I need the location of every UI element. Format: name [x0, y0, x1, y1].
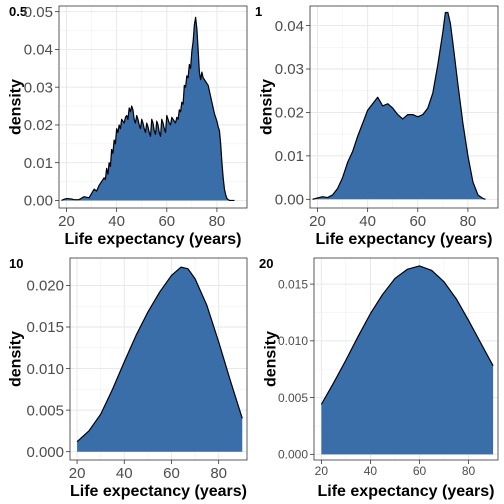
x-tick-label: 80	[210, 465, 227, 482]
density-line	[312, 11, 486, 200]
panel-3-yticks: 0.000 0.005 0.010 0.015	[278, 277, 314, 462]
panel-2-yticks: 0.000 0.005 0.010 0.015 0.020	[26, 278, 70, 461]
x-tick-label: 40	[359, 213, 376, 230]
y-tick-label: 0.01	[275, 148, 304, 165]
y-tick-label: 0.05	[24, 4, 53, 21]
y-tick-label: 0.015	[26, 319, 64, 336]
panel-2-ylabel: density	[8, 331, 25, 387]
density-area	[77, 267, 243, 452]
x-tick-label: 80	[209, 213, 226, 230]
panel-3-marks	[320, 265, 494, 455]
y-tick-label: 0.005	[26, 402, 64, 419]
panel-0-ylabel: density	[8, 79, 25, 135]
panel-0-marks	[61, 16, 235, 202]
panel-2-tag: 10	[9, 256, 23, 271]
y-tick-label: 0.000	[26, 444, 64, 461]
y-tick-label: 0.03	[275, 61, 304, 78]
panel-2-xlabel: Life expectancy (years)	[70, 483, 247, 500]
panel-1-yticks: 0.00 0.01 0.02 0.03 0.04	[275, 18, 310, 209]
panel-1-border	[309, 5, 499, 209]
y-tick-label: 0.04	[24, 42, 53, 59]
panel-0-border	[58, 5, 248, 209]
panel-1-xticks: 20 40 60 80	[309, 208, 476, 230]
panel-1: 1 0.00 0.01 0.02 0.03 0.04 20 40 60 80 Life exp…	[255, 4, 499, 248]
x-tick-label: 40	[116, 465, 133, 482]
y-tick-label: 0.00	[275, 192, 304, 209]
y-tick-label: 0.04	[275, 18, 304, 35]
y-tick-label: 0.00	[24, 193, 53, 210]
panel-0-xticks: 20 40 60 80	[58, 208, 225, 230]
x-tick-label: 60	[413, 464, 427, 478]
panel-2: 10 0.000 0.005 0.010 0.015 0.020 20 40 60 80 Li…	[8, 256, 248, 500]
x-tick-label: 20	[58, 213, 75, 230]
panel-3: 20 0.000 0.005 0.010 0.015 20 40 60 80 Life ex…	[259, 256, 499, 500]
x-tick-label: 20	[69, 465, 86, 482]
panel-1-xlabel: Life expectancy (years)	[316, 231, 493, 248]
x-tick-label: 80	[460, 213, 477, 230]
y-tick-label: 0.020	[26, 278, 64, 295]
density-line	[61, 16, 235, 202]
y-tick-label: 0.03	[24, 79, 53, 96]
density-line	[320, 265, 494, 405]
y-tick-label: 0.010	[26, 361, 64, 378]
x-tick-label: 40	[364, 464, 378, 478]
panel-2-xticks: 20 40 60 80	[69, 460, 227, 482]
x-tick-label: 60	[409, 213, 426, 230]
x-tick-label: 20	[315, 464, 329, 478]
y-tick-label: 0.02	[275, 105, 304, 122]
density-line	[76, 266, 243, 443]
panel-3-tag: 20	[259, 256, 273, 271]
panel-1-tag: 1	[255, 4, 262, 19]
panel-1-ylabel: density	[259, 79, 276, 135]
x-tick-label: 20	[309, 213, 326, 230]
panel-0-yticks: 0.00 0.01 0.02 0.03 0.04 0.05	[24, 4, 59, 210]
x-tick-label: 40	[108, 213, 125, 230]
y-tick-label: 0.01	[24, 155, 53, 172]
panel-2-border	[69, 257, 248, 461]
x-tick-label: 60	[163, 465, 180, 482]
panel-2-marks	[76, 266, 243, 452]
panel-0: 0.5 0.00 0.01 0.02 0.03 0.04 0.05 20 40 60 80 Li…	[8, 4, 248, 248]
panel-3-xlabel: Life expectancy (years)	[318, 483, 495, 500]
panel-1-marks	[312, 11, 486, 200]
panel-0-xlabel: Life expectancy (years)	[65, 231, 242, 248]
x-tick-label: 80	[462, 464, 476, 478]
density-area	[321, 265, 494, 455]
panel-3-ylabel: density	[263, 331, 280, 387]
y-tick-label: 0.000	[278, 448, 308, 462]
panel-3-border	[313, 257, 499, 461]
panel-0-tag: 0.5	[9, 4, 27, 19]
density-area	[312, 12, 486, 200]
y-tick-label: 0.02	[24, 117, 53, 134]
y-tick-label: 0.005	[278, 391, 308, 405]
x-tick-label: 60	[158, 213, 175, 230]
panel-3-xticks: 20 40 60 80	[315, 460, 476, 478]
y-tick-label: 0.015	[278, 277, 308, 291]
y-tick-label: 0.010	[278, 334, 308, 348]
